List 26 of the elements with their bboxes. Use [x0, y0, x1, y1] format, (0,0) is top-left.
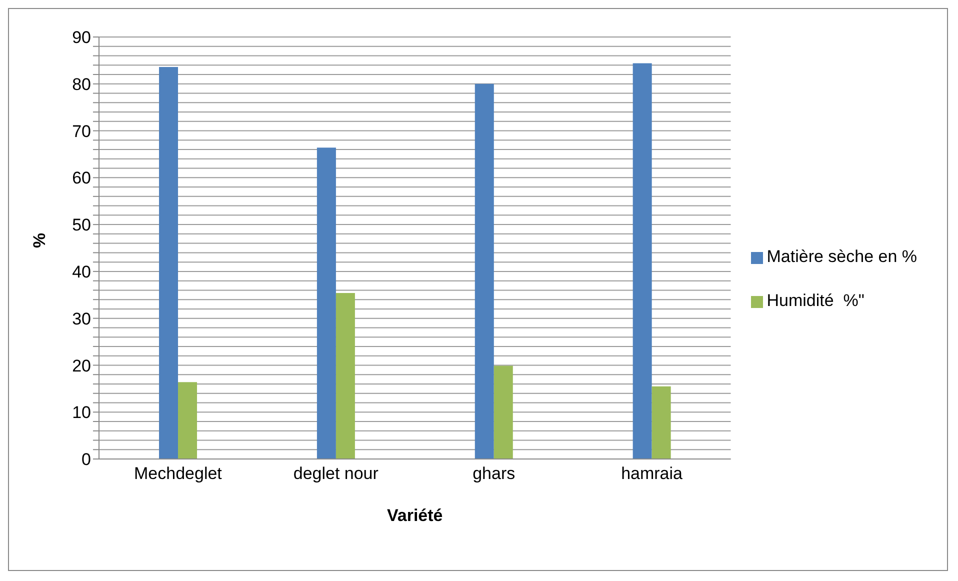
y-tick-label: 10	[72, 403, 91, 422]
y-tick-label: 50	[72, 216, 91, 235]
bar	[178, 382, 198, 459]
y-tick-label: 80	[72, 74, 91, 94]
x-axis-title: Variété	[386, 506, 443, 525]
x-tick-label: hamraia	[621, 464, 684, 484]
bar	[316, 148, 336, 459]
bar	[159, 67, 178, 459]
y-tick-label: 20	[72, 356, 91, 376]
y-tick-label: 30	[72, 309, 91, 328]
y-tick-label: 90	[72, 28, 91, 48]
bar	[474, 84, 494, 459]
x-tick-label: deglet nour	[293, 464, 379, 484]
y-axis-title: %	[30, 232, 50, 248]
legend-label: Matière sèche en %	[766, 247, 917, 266]
bar	[632, 63, 652, 459]
y-tick-label: 0	[82, 450, 91, 470]
y-tick-label: 70	[72, 122, 91, 141]
legend-label: Humidité %"	[766, 291, 864, 310]
x-tick-label: Mechdeglet	[134, 464, 222, 484]
bar	[652, 386, 671, 459]
y-tick-label: 40	[72, 262, 91, 282]
x-tick-label: ghars	[472, 464, 516, 484]
y-tick-label: 60	[72, 168, 91, 188]
bar	[494, 366, 513, 459]
bar	[336, 293, 355, 459]
